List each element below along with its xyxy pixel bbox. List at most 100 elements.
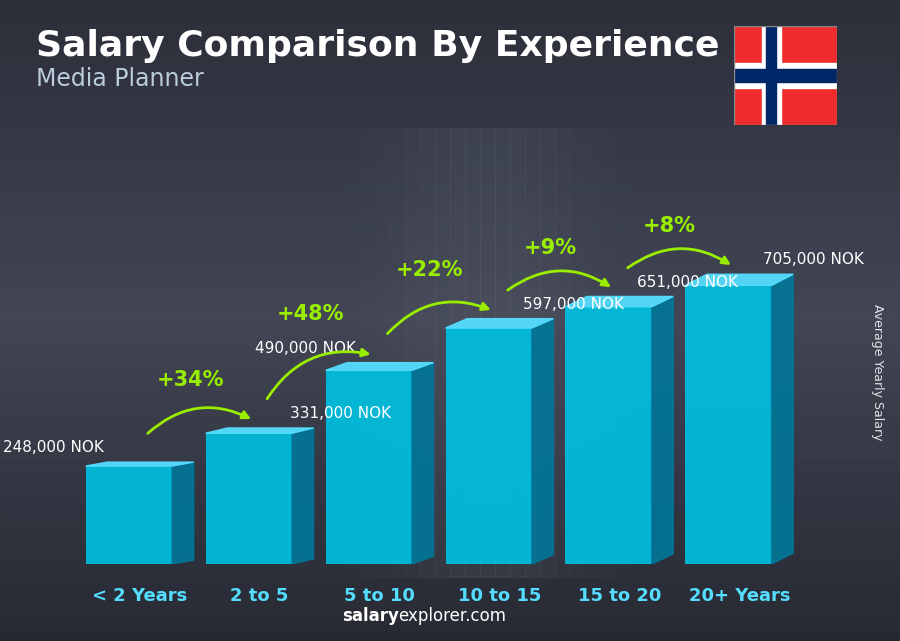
- FancyArrowPatch shape: [387, 302, 488, 334]
- Polygon shape: [206, 428, 313, 433]
- Bar: [734, 63, 837, 88]
- Bar: [0, 342, 900, 353]
- Text: Average Yearly Salary: Average Yearly Salary: [871, 304, 884, 440]
- Polygon shape: [172, 462, 194, 564]
- FancyArrowPatch shape: [508, 271, 608, 290]
- Bar: [0, 502, 900, 513]
- Bar: [0, 181, 900, 192]
- Polygon shape: [86, 462, 194, 466]
- Bar: [0, 85, 900, 96]
- Bar: [0, 267, 900, 278]
- Bar: [446, 328, 532, 564]
- Bar: [0, 32, 900, 43]
- Bar: [0, 470, 900, 481]
- Bar: [0, 534, 900, 545]
- Bar: [0, 598, 900, 609]
- Text: 331,000 NOK: 331,000 NOK: [290, 406, 391, 421]
- Bar: [0, 213, 900, 224]
- Bar: [300, 128, 330, 577]
- Bar: [0, 609, 900, 620]
- Bar: [255, 128, 285, 577]
- Bar: [0, 75, 900, 85]
- Polygon shape: [532, 319, 554, 564]
- Bar: [645, 128, 675, 577]
- Text: 2 to 5: 2 to 5: [230, 587, 289, 605]
- Bar: [0, 545, 900, 556]
- Bar: [0, 481, 900, 492]
- Bar: [0, 438, 900, 449]
- Bar: [0, 117, 900, 128]
- Polygon shape: [326, 363, 434, 370]
- Bar: [0, 11, 900, 21]
- Text: 20+ Years: 20+ Years: [688, 587, 790, 605]
- Bar: [600, 128, 630, 577]
- Bar: [435, 128, 465, 577]
- Bar: [0, 320, 900, 331]
- Text: 15 to 20: 15 to 20: [578, 587, 662, 605]
- Bar: [525, 128, 555, 577]
- Text: +9%: +9%: [523, 238, 576, 258]
- Text: +8%: +8%: [644, 216, 697, 236]
- Bar: [0, 385, 900, 395]
- Bar: [480, 128, 510, 577]
- Text: +48%: +48%: [276, 304, 344, 324]
- Text: Salary Comparison By Experience: Salary Comparison By Experience: [36, 29, 719, 63]
- Polygon shape: [771, 274, 793, 564]
- Bar: [0, 235, 900, 246]
- Bar: [630, 128, 660, 577]
- Bar: [0, 96, 900, 107]
- Bar: [0, 460, 900, 470]
- Polygon shape: [446, 319, 554, 328]
- Bar: [240, 128, 270, 577]
- Bar: [0, 278, 900, 288]
- Bar: [0, 363, 900, 374]
- Bar: [375, 128, 405, 577]
- Bar: [0, 288, 900, 299]
- Bar: [495, 128, 525, 577]
- Bar: [660, 128, 690, 577]
- Bar: [0, 256, 900, 267]
- Bar: [390, 128, 420, 577]
- Bar: [0, 203, 900, 213]
- Bar: [540, 128, 570, 577]
- Bar: [225, 128, 255, 577]
- Bar: [405, 128, 435, 577]
- Bar: [0, 139, 900, 149]
- Text: 490,000 NOK: 490,000 NOK: [255, 341, 356, 356]
- Bar: [0, 171, 900, 181]
- Bar: [0, 310, 900, 320]
- Bar: [0, 331, 900, 342]
- Bar: [0, 64, 900, 75]
- Bar: [734, 69, 837, 81]
- Polygon shape: [685, 274, 793, 285]
- Text: +22%: +22%: [396, 260, 464, 280]
- Bar: [0, 192, 900, 203]
- Bar: [0, 21, 900, 32]
- Bar: [360, 128, 390, 577]
- Bar: [0, 428, 900, 438]
- Text: 5 to 10: 5 to 10: [344, 587, 415, 605]
- Bar: [0, 160, 900, 171]
- Bar: [510, 128, 540, 577]
- Bar: [270, 128, 300, 577]
- FancyArrowPatch shape: [267, 349, 368, 399]
- Text: < 2 Years: < 2 Years: [92, 587, 187, 605]
- Text: Media Planner: Media Planner: [36, 67, 203, 91]
- Bar: [315, 128, 345, 577]
- Polygon shape: [292, 428, 313, 564]
- Bar: [0, 107, 900, 117]
- Bar: [0, 43, 900, 53]
- Text: explorer.com: explorer.com: [398, 607, 506, 625]
- Bar: [565, 307, 652, 564]
- Bar: [0, 128, 900, 139]
- Bar: [0, 492, 900, 502]
- Bar: [0, 353, 900, 363]
- Bar: [450, 128, 480, 577]
- Polygon shape: [652, 296, 673, 564]
- Bar: [0, 577, 900, 588]
- Text: 597,000 NOK: 597,000 NOK: [524, 297, 625, 312]
- Bar: [86, 466, 172, 564]
- Bar: [465, 128, 495, 577]
- Bar: [585, 128, 615, 577]
- Bar: [555, 128, 585, 577]
